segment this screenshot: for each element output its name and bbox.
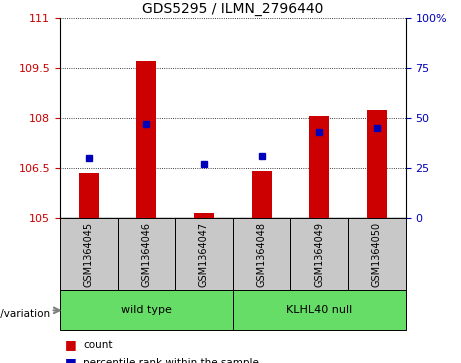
Bar <box>136 61 156 218</box>
Bar <box>60 290 233 330</box>
Bar <box>252 171 272 218</box>
Bar <box>233 290 406 330</box>
Bar <box>118 218 175 290</box>
Text: ■: ■ <box>65 338 76 351</box>
Bar <box>194 213 214 218</box>
Text: GSM1364047: GSM1364047 <box>199 221 209 287</box>
Bar <box>175 218 233 290</box>
Text: genotype/variation: genotype/variation <box>0 309 51 319</box>
Bar <box>367 110 387 218</box>
Bar <box>348 218 406 290</box>
Text: GSM1364048: GSM1364048 <box>257 221 266 287</box>
Text: percentile rank within the sample: percentile rank within the sample <box>83 358 259 363</box>
Bar <box>309 116 329 218</box>
Bar <box>290 218 348 290</box>
Bar <box>233 218 290 290</box>
Text: count: count <box>83 340 112 350</box>
Title: GDS5295 / ILMN_2796440: GDS5295 / ILMN_2796440 <box>142 2 324 16</box>
Text: KLHL40 null: KLHL40 null <box>286 305 352 315</box>
Bar <box>60 218 118 290</box>
Text: GSM1364050: GSM1364050 <box>372 221 382 287</box>
Bar <box>79 173 99 218</box>
Text: GSM1364045: GSM1364045 <box>84 221 94 287</box>
Text: GSM1364046: GSM1364046 <box>142 221 151 287</box>
Text: wild type: wild type <box>121 305 172 315</box>
Text: GSM1364049: GSM1364049 <box>314 221 324 287</box>
Text: ■: ■ <box>65 356 76 363</box>
